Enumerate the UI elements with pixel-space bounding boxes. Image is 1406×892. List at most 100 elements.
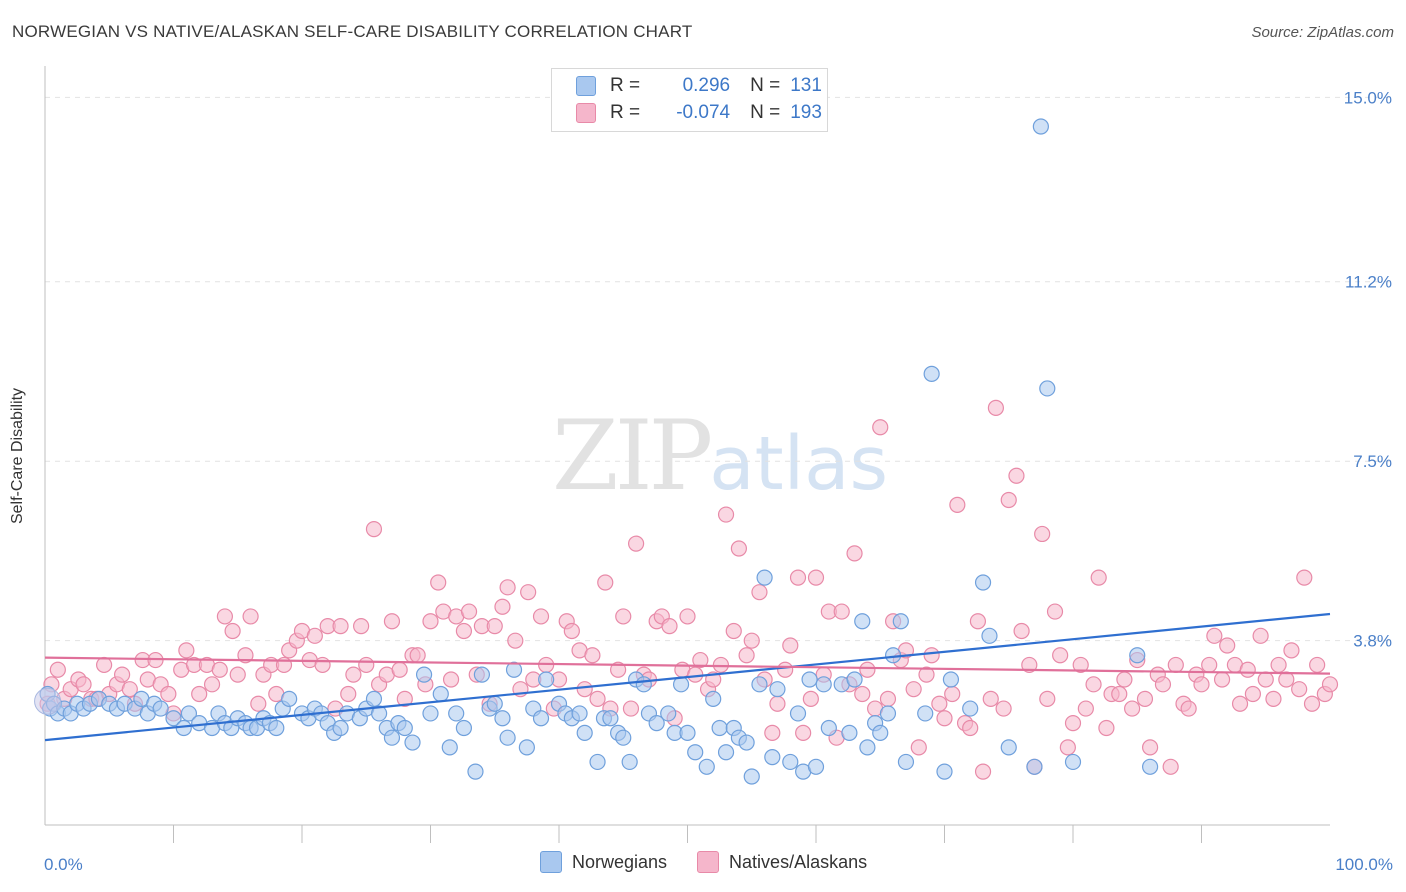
legend-r-label: R = <box>610 75 641 96</box>
native-alaskan-point <box>460 603 478 620</box>
native-alaskan-point <box>777 661 794 678</box>
native-alaskan-point <box>879 690 897 707</box>
native-alaskan-point <box>422 613 439 630</box>
native-alaskan-point <box>944 685 961 703</box>
native-alaskan-point <box>738 647 755 664</box>
legend-r-label: R = <box>610 102 641 123</box>
norwegian-point <box>518 739 535 756</box>
norwegian-point <box>494 710 511 727</box>
norwegian-point <box>1026 758 1043 775</box>
native-alaskan-point <box>409 647 426 664</box>
native-alaskan-point <box>353 618 370 635</box>
native-alaskan-point <box>1257 671 1274 688</box>
legend-n-label: N = <box>750 102 781 123</box>
norwegian-point <box>841 724 858 741</box>
series-swatch-norwegians <box>540 851 562 873</box>
native-alaskan-point <box>1193 676 1210 693</box>
cluster-point <box>34 687 62 715</box>
native-alaskan-point <box>1064 715 1082 732</box>
norwegian-point <box>486 695 503 712</box>
norwegian-point <box>473 666 490 683</box>
native-alaskan-point <box>1303 695 1321 712</box>
native-alaskan-point <box>982 690 999 707</box>
native-alaskan-point <box>751 584 768 601</box>
norwegian-point <box>281 690 298 707</box>
x-tick-label: 100.0% <box>1335 855 1393 874</box>
norwegian-point <box>383 729 401 746</box>
y-tick-label: 15.0% <box>1344 88 1392 107</box>
native-alaskan-point <box>121 681 138 698</box>
native-alaskan-point <box>1116 671 1133 688</box>
native-alaskan-point <box>1283 642 1300 659</box>
norwegian-point <box>698 758 715 775</box>
native-alaskan-point <box>1077 700 1094 717</box>
native-alaskan-point <box>1136 690 1154 707</box>
native-alaskan-point <box>905 681 922 698</box>
native-alaskan-point <box>936 710 953 727</box>
norwegians-trend-line <box>44 612 1331 742</box>
native-alaskan-point <box>486 618 503 635</box>
series-label-natives: Natives/Alaskans <box>729 851 868 872</box>
series-swatch-natives <box>697 851 720 873</box>
native-alaskan-point <box>237 647 254 664</box>
norwegian-point <box>467 763 484 780</box>
norwegian-point <box>1129 647 1146 664</box>
native-alaskan-point <box>725 622 742 640</box>
norwegian-point <box>165 710 182 727</box>
native-alaskan-point <box>692 651 709 669</box>
native-alaskan-point <box>923 647 940 664</box>
norwegian-point <box>268 719 285 737</box>
native-alaskan-point <box>622 700 640 717</box>
native-alaskan-point <box>1162 758 1179 775</box>
native-alaskan-point <box>1213 671 1231 688</box>
native-alaskan-point <box>1124 700 1141 717</box>
source-label: Source: ZipAtlas.com <box>1251 24 1394 41</box>
native-alaskan-point <box>872 419 889 436</box>
norwegian-point <box>152 700 169 717</box>
native-alaskan-point <box>589 690 606 707</box>
native-alaskan-point <box>1296 569 1313 586</box>
native-alaskan-point <box>717 506 735 523</box>
native-alaskan-point <box>931 695 948 712</box>
native-alaskan-point <box>782 637 799 654</box>
watermark-atlas: atlas <box>709 421 889 507</box>
norwegian-point <box>448 705 465 722</box>
native-alaskan-point <box>1239 661 1256 678</box>
native-alaskan-point <box>1052 647 1069 664</box>
series-legend: Norwegians Natives/Alaskans <box>540 851 897 873</box>
norwegian-point <box>1064 753 1082 771</box>
native-alaskan-point <box>584 647 601 664</box>
native-alaskan-point <box>1265 690 1282 707</box>
norwegian-point <box>974 574 992 591</box>
norwegian-point <box>738 734 755 751</box>
native-alaskan-point <box>1167 656 1184 674</box>
native-alaskan-point <box>178 642 195 659</box>
norwegian-point <box>892 613 909 630</box>
norwegian-point <box>936 763 953 780</box>
native-alaskan-point <box>358 656 375 674</box>
native-alaskan-point <box>1072 656 1089 674</box>
native-alaskan-point <box>1180 700 1197 717</box>
native-alaskan-point <box>859 661 876 678</box>
native-alaskan-point <box>1252 627 1269 644</box>
norwegian-point <box>962 700 979 717</box>
norwegian-point <box>621 753 638 771</box>
norwegian-point <box>415 666 433 683</box>
legend-n-value: 131 <box>790 75 822 96</box>
norwegian-point <box>717 744 735 761</box>
native-alaskan-point <box>597 574 614 591</box>
native-alaskan-point <box>679 608 696 625</box>
native-alaskan-point <box>764 724 781 741</box>
native-alaskan-point <box>345 666 362 683</box>
y-axis-label: Self-Care Disability <box>9 387 26 525</box>
native-alaskan-point <box>442 671 460 688</box>
native-alaskan-point <box>661 618 678 635</box>
norwegian-point <box>576 724 593 741</box>
legend-swatch-norwegians <box>576 76 596 96</box>
norwegian-point <box>635 676 652 693</box>
native-alaskan-point <box>962 719 979 737</box>
norwegian-point <box>981 627 998 644</box>
norwegian-point <box>705 690 722 707</box>
native-alaskan-point <box>795 724 812 741</box>
